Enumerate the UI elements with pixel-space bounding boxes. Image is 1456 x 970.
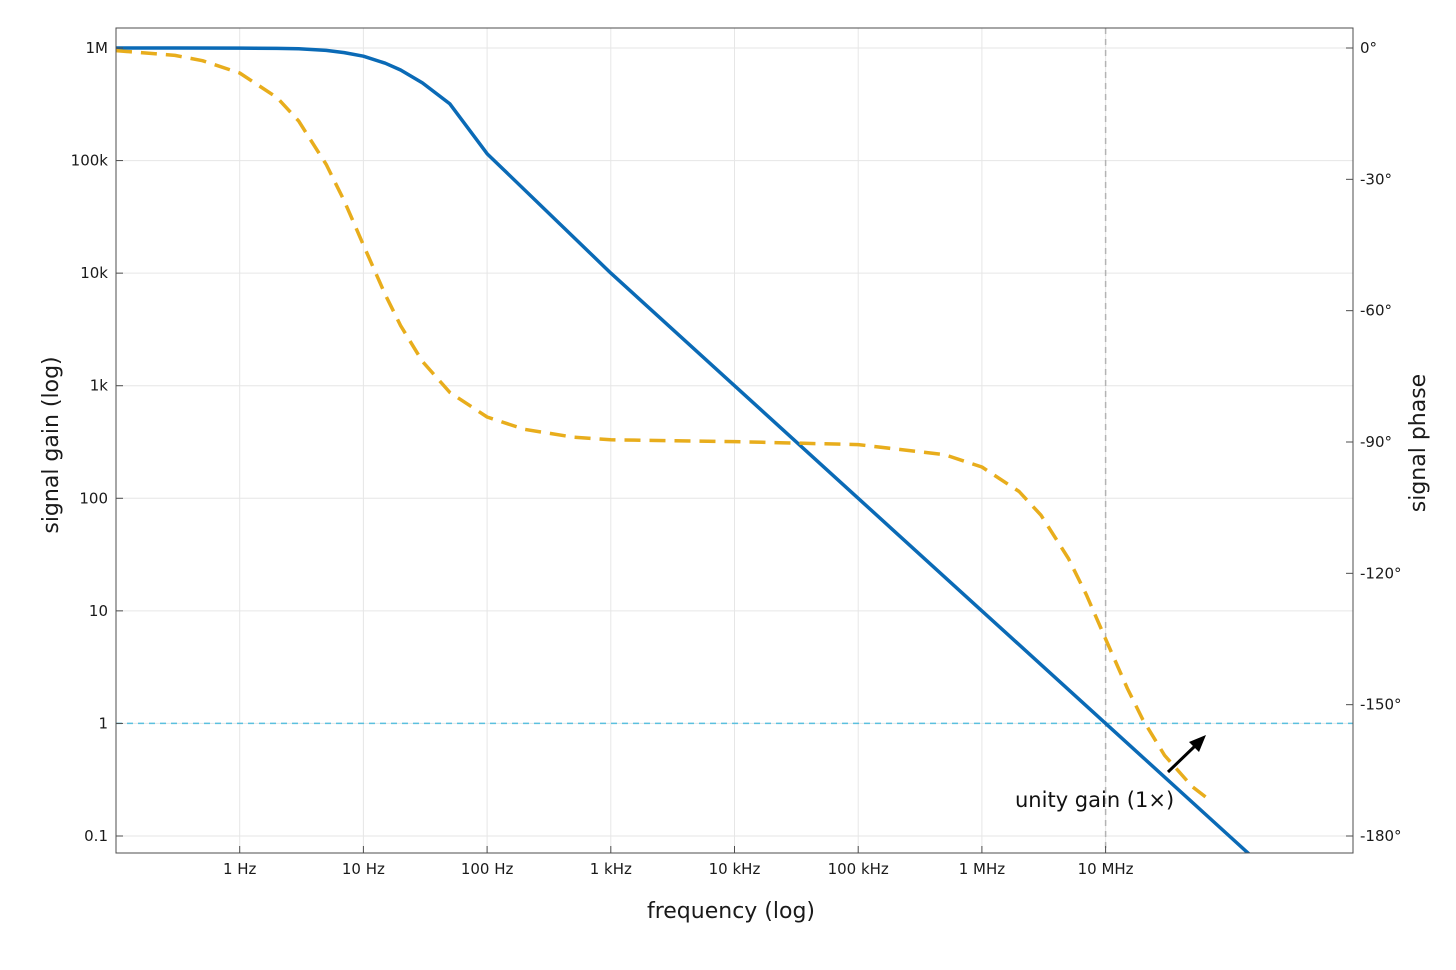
- y-tick-label: 100k: [71, 152, 109, 170]
- series-lines: [116, 46, 1251, 853]
- reference-lines: [116, 28, 1353, 853]
- y2-tick-label: -90°: [1360, 433, 1392, 451]
- y2-tick-label: 0°: [1360, 39, 1377, 57]
- phase-series-line: [116, 48, 1212, 802]
- x-axis-ticks: 1 Hz 10 Hz 100 Hz 1 kHz 10 kHz 100 kHz 1 MHz 10…: [223, 846, 1134, 878]
- y2-axis-ticks: 0° -30° -60° -90° -120° -150° -180°: [1346, 39, 1402, 845]
- y-tick-label: 1: [98, 714, 108, 732]
- x-tick-label: 1 kHz: [590, 860, 632, 878]
- annotation-arrow-shaft: [1166, 744, 1197, 774]
- y-tick-label: 10: [89, 602, 108, 620]
- x-axis-label: frequency (log): [647, 899, 815, 924]
- y2-tick-label: -120°: [1360, 564, 1402, 582]
- y-axis-ticks: 1M 100k 10k 1k 100 10 1 0.1: [71, 39, 123, 845]
- y2-tick-label: -150°: [1360, 696, 1402, 714]
- y2-tick-label: -60°: [1360, 302, 1392, 320]
- annotation-arrow-head: [1189, 735, 1206, 752]
- annotation-label: unity gain (1×): [1015, 788, 1174, 812]
- y-axis-label: signal gain (log): [39, 356, 64, 533]
- x-tick-label: 10 MHz: [1078, 860, 1134, 878]
- y2-tick-label: -30°: [1360, 170, 1392, 188]
- y-tick-label: 0.1: [84, 827, 108, 845]
- x-tick-label: 10 Hz: [342, 860, 385, 878]
- x-tick-label: 1 Hz: [223, 860, 257, 878]
- x-tick-label: 10 kHz: [709, 860, 761, 878]
- x-tick-label: 1 MHz: [959, 860, 1006, 878]
- x-tick-label: 100 Hz: [461, 860, 514, 878]
- y2-tick-label: -180°: [1360, 827, 1402, 845]
- y-tick-label: 100: [79, 489, 108, 507]
- x-tick-label: 100 kHz: [828, 860, 889, 878]
- y-tick-label: 1M: [86, 39, 109, 57]
- unity-gain-annotation: unity gain (1×): [1015, 735, 1206, 812]
- gain-series-line: [116, 46, 1251, 853]
- y-tick-label: 10k: [80, 264, 108, 282]
- y-tick-label: 1k: [90, 377, 109, 395]
- y2-axis-label: signal phase: [1406, 374, 1431, 512]
